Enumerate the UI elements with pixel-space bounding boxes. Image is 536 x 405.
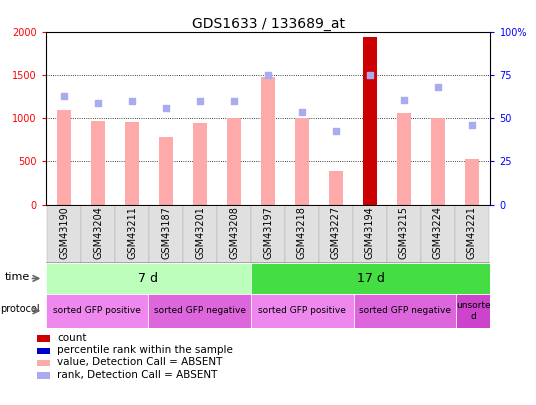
Text: GSM43190: GSM43190 bbox=[59, 206, 69, 259]
Bar bbox=[354, 294, 456, 328]
Bar bbox=[251, 263, 490, 294]
Text: percentile rank within the sample: percentile rank within the sample bbox=[57, 345, 233, 355]
Bar bbox=[46, 263, 251, 294]
Bar bbox=[125, 122, 139, 205]
Bar bbox=[81, 205, 115, 263]
Point bbox=[399, 96, 408, 103]
Bar bbox=[183, 205, 217, 263]
Bar bbox=[36, 360, 50, 367]
Title: GDS1633 / 133689_at: GDS1633 / 133689_at bbox=[191, 17, 345, 31]
Bar bbox=[353, 205, 387, 263]
Text: count: count bbox=[57, 333, 87, 343]
Text: GSM43201: GSM43201 bbox=[195, 206, 205, 259]
Point bbox=[162, 105, 170, 111]
Text: GSM43227: GSM43227 bbox=[331, 206, 341, 260]
Text: GSM43221: GSM43221 bbox=[467, 206, 477, 259]
Bar bbox=[47, 205, 81, 263]
Bar bbox=[431, 118, 444, 205]
Bar bbox=[261, 77, 275, 205]
Text: protocol: protocol bbox=[0, 304, 40, 314]
Text: GSM43197: GSM43197 bbox=[263, 206, 273, 259]
Text: sorted GFP negative: sorted GFP negative bbox=[359, 306, 451, 315]
Bar bbox=[456, 294, 490, 328]
Point bbox=[434, 84, 442, 91]
Text: sorted GFP positive: sorted GFP positive bbox=[53, 306, 141, 315]
Point bbox=[264, 72, 272, 79]
Point bbox=[94, 100, 102, 106]
Bar bbox=[115, 205, 149, 263]
Bar bbox=[397, 113, 411, 205]
Text: 7 d: 7 d bbox=[138, 272, 158, 285]
Bar bbox=[465, 159, 479, 205]
Bar bbox=[36, 335, 50, 342]
Text: value, Detection Call = ABSENT: value, Detection Call = ABSENT bbox=[57, 358, 223, 367]
Point bbox=[467, 122, 476, 128]
Bar bbox=[295, 118, 309, 205]
Text: GSM43224: GSM43224 bbox=[433, 206, 443, 259]
Bar bbox=[251, 294, 354, 328]
Bar bbox=[387, 205, 421, 263]
Text: GSM43194: GSM43194 bbox=[365, 206, 375, 259]
Bar bbox=[149, 205, 183, 263]
Text: rank, Detection Call = ABSENT: rank, Detection Call = ABSENT bbox=[57, 370, 218, 379]
Bar bbox=[36, 347, 50, 354]
Point bbox=[128, 98, 137, 104]
Point bbox=[60, 93, 69, 99]
Text: GSM43218: GSM43218 bbox=[297, 206, 307, 259]
Bar bbox=[319, 205, 353, 263]
Bar bbox=[285, 205, 319, 263]
Bar bbox=[217, 205, 251, 263]
Bar bbox=[227, 118, 241, 205]
Bar bbox=[148, 294, 251, 328]
Text: GSM43204: GSM43204 bbox=[93, 206, 103, 259]
Bar bbox=[46, 294, 148, 328]
Text: GSM43211: GSM43211 bbox=[127, 206, 137, 259]
Text: time: time bbox=[4, 272, 30, 282]
Text: sorted GFP negative: sorted GFP negative bbox=[153, 306, 245, 315]
Bar bbox=[193, 123, 207, 205]
Bar bbox=[159, 136, 173, 205]
Point bbox=[366, 72, 374, 79]
Bar bbox=[363, 37, 377, 205]
Point bbox=[230, 98, 239, 104]
Text: GSM43187: GSM43187 bbox=[161, 206, 171, 259]
Bar bbox=[421, 205, 455, 263]
Point bbox=[196, 98, 204, 104]
Bar bbox=[251, 205, 285, 263]
Bar bbox=[329, 171, 343, 205]
Text: GSM43215: GSM43215 bbox=[399, 206, 409, 259]
Point bbox=[297, 108, 306, 115]
Text: sorted GFP positive: sorted GFP positive bbox=[258, 306, 346, 315]
Bar bbox=[92, 121, 105, 205]
Text: 17 d: 17 d bbox=[357, 272, 385, 285]
Bar bbox=[455, 205, 489, 263]
Text: GSM43208: GSM43208 bbox=[229, 206, 239, 259]
Text: unsorte
d: unsorte d bbox=[456, 301, 490, 320]
Bar bbox=[36, 372, 50, 379]
Point bbox=[332, 127, 340, 134]
Bar bbox=[57, 110, 71, 205]
